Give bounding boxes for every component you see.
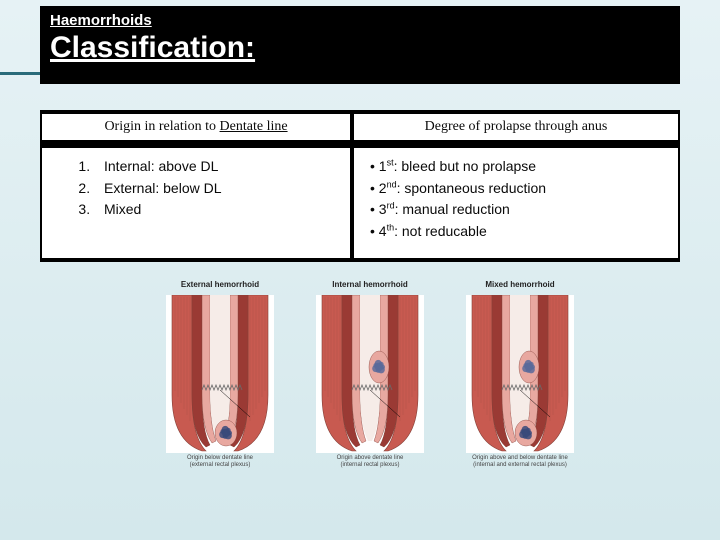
- col-origin-header: Origin in relation to Dentate line: [42, 114, 350, 140]
- illustration-row: External hemorrhoid Origin below dentate…: [155, 280, 585, 480]
- col-degree-body: 1st: bleed but no prolapse 2nd: spontane…: [354, 148, 678, 258]
- illus-title: External hemorrhoid: [155, 280, 285, 289]
- origin-list: Internal: above DL External: below DL Mi…: [52, 156, 340, 221]
- illus-svg-external: [166, 295, 274, 453]
- list-item: 1st: bleed but no prolapse: [370, 156, 668, 178]
- illus-title: Mixed hemorrhoid: [455, 280, 585, 289]
- header-block: Haemorrhoids Classification:: [40, 6, 680, 84]
- list-item: Internal: above DL: [94, 156, 340, 178]
- col-degree: Degree of prolapse through anus 1st: ble…: [352, 110, 680, 262]
- illus-svg-mixed: [466, 295, 574, 453]
- page-title: Classification:: [50, 31, 670, 65]
- col-degree-header: Degree of prolapse through anus: [354, 114, 678, 140]
- list-item: Mixed: [94, 199, 340, 221]
- degree-list: 1st: bleed but no prolapse 2nd: spontane…: [364, 156, 668, 243]
- illus-external: External hemorrhoid Origin below dentate…: [155, 280, 285, 480]
- illus-title: Internal hemorrhoid: [305, 280, 435, 289]
- illus-caption: Origin above and below dentate line(inte…: [472, 455, 568, 468]
- col-origin: Origin in relation to Dentate line Inter…: [40, 110, 352, 262]
- illus-mixed: Mixed hemorrhoid Origin above and below …: [455, 280, 585, 480]
- illus-caption: Origin below dentate line(external recta…: [187, 455, 253, 468]
- list-item: External: below DL: [94, 178, 340, 200]
- subtitle: Haemorrhoids: [50, 12, 670, 29]
- illus-internal: Internal hemorrhoid Origin above dentate…: [305, 280, 435, 480]
- col-origin-body: Internal: above DL External: below DL Mi…: [42, 148, 350, 258]
- classification-table: Origin in relation to Dentate line Inter…: [40, 110, 680, 262]
- illus-caption: Origin above dentate line(internal recta…: [337, 455, 404, 468]
- list-item: 3rd: manual reduction: [370, 199, 668, 221]
- list-item: 2nd: spontaneous reduction: [370, 178, 668, 200]
- illus-svg-internal: [316, 295, 424, 453]
- list-item: 4th: not reducable: [370, 221, 668, 243]
